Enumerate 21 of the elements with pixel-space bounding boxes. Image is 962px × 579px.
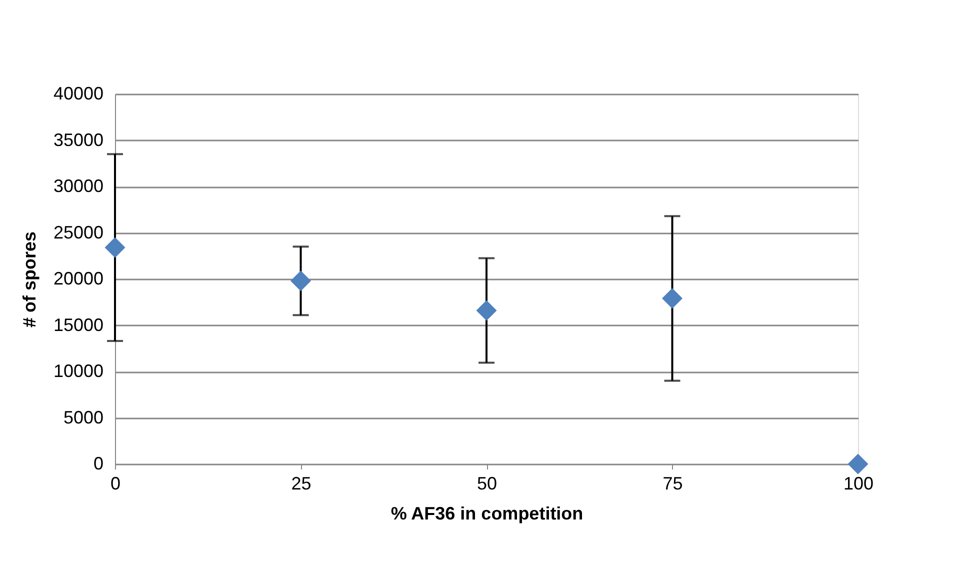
y-tick-label: 5000 <box>63 407 104 428</box>
point <box>848 454 868 474</box>
x-tick-label: 75 <box>662 474 683 494</box>
x-tick-label: 50 <box>476 474 498 494</box>
x-tick-label: 0 <box>110 474 121 494</box>
point <box>476 300 497 321</box>
y-tick-label: 35000 <box>53 130 104 150</box>
y-tick-label: 15000 <box>53 314 104 335</box>
y-tick-label: 40000 <box>53 84 104 104</box>
x-tick-label: 100 <box>843 474 874 494</box>
y-tick-label: 20000 <box>53 268 104 288</box>
y-tick-label: 30000 <box>53 176 104 196</box>
y-tick-label: 25000 <box>53 222 104 242</box>
y-tick-label: 0 <box>93 454 104 474</box>
y-axis-title: # of spores <box>19 231 40 328</box>
point <box>104 237 126 258</box>
point <box>662 288 682 309</box>
point <box>290 270 311 292</box>
x-axis-title: % AF36 in competition <box>390 504 584 524</box>
y-tick-label: 10000 <box>53 361 104 381</box>
x-tick-label: 25 <box>291 474 312 494</box>
